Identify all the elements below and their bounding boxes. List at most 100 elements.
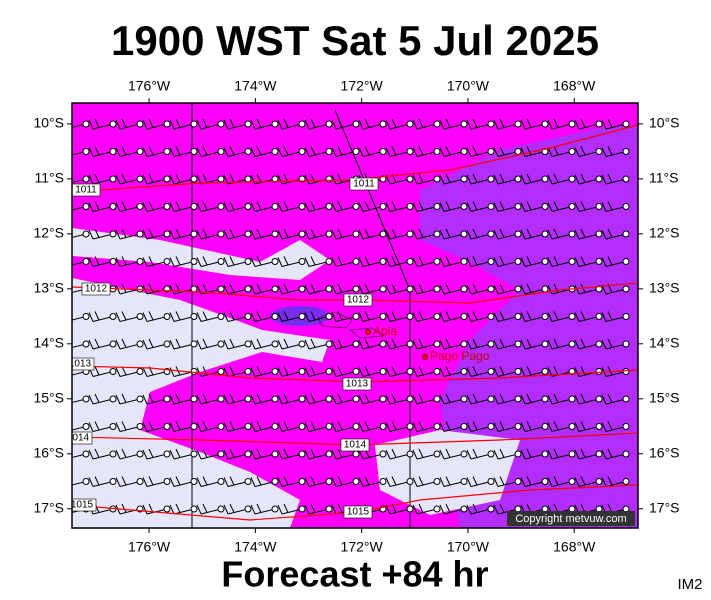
wind-station xyxy=(595,203,603,210)
wind-station xyxy=(163,423,171,430)
isobar-label: 1012 xyxy=(85,284,108,295)
wind-station xyxy=(460,395,468,403)
lon-label: 176°W xyxy=(128,78,171,94)
wind-station xyxy=(541,258,549,265)
wind-station xyxy=(82,203,90,210)
wind-station xyxy=(379,120,387,128)
wind-station xyxy=(514,450,522,458)
wind-station xyxy=(622,395,630,403)
wind-station xyxy=(244,395,252,403)
wind-station xyxy=(271,395,279,403)
wind-station xyxy=(271,478,279,485)
wind-station xyxy=(460,423,468,430)
wind-station xyxy=(163,230,171,238)
lon-label: 168°W xyxy=(553,78,596,94)
wind-station xyxy=(163,450,171,458)
wind-station xyxy=(244,230,252,238)
isobar-label-box xyxy=(81,282,111,296)
wind-station xyxy=(379,203,387,210)
wind-station xyxy=(460,258,468,265)
wind-station xyxy=(352,423,360,430)
wind-station xyxy=(541,450,549,458)
dry-area xyxy=(72,228,330,280)
wind-station xyxy=(217,285,225,293)
wind-station xyxy=(406,175,414,183)
wind-station xyxy=(298,450,306,458)
wind-station xyxy=(190,120,198,128)
wind-station xyxy=(568,148,576,155)
wind-station xyxy=(325,340,333,348)
wind-station xyxy=(352,368,360,375)
isobar-label-box xyxy=(72,498,97,512)
wind-station xyxy=(136,368,144,375)
wind-station xyxy=(406,120,414,128)
wind-station xyxy=(244,313,252,320)
lat-label: 14°S xyxy=(33,335,64,351)
place-dot xyxy=(422,354,428,360)
copyright-box xyxy=(507,511,635,526)
wind-station xyxy=(163,203,171,210)
wind-station xyxy=(541,230,549,238)
isobar-label: 1014 xyxy=(67,433,90,444)
wind-station xyxy=(379,478,387,485)
wind-station xyxy=(109,313,117,320)
place-name: Pago Pago xyxy=(430,349,490,363)
wind-station xyxy=(136,230,144,238)
wind-station xyxy=(406,423,414,430)
wind-station xyxy=(298,478,306,485)
wind-station xyxy=(514,395,522,403)
wind-station xyxy=(325,423,333,430)
wind-station xyxy=(487,450,495,458)
wind-station xyxy=(244,203,252,210)
wind-station xyxy=(460,505,468,513)
wind-station xyxy=(433,340,441,348)
wind-station xyxy=(163,478,171,485)
wind-station xyxy=(82,450,90,458)
wind-station xyxy=(487,313,495,320)
wind-station xyxy=(190,368,198,375)
wind-station xyxy=(109,230,117,238)
wind-station xyxy=(379,423,387,430)
wind-station xyxy=(217,230,225,238)
wind-station xyxy=(190,148,198,155)
wind-station xyxy=(352,285,360,293)
wind-station xyxy=(352,313,360,320)
wind-station xyxy=(298,230,306,238)
lon-label: 170°W xyxy=(447,539,490,555)
wind-station xyxy=(271,313,279,320)
wind-station xyxy=(190,175,198,183)
wind-station xyxy=(82,258,90,265)
lat-label: 14°S xyxy=(649,335,680,351)
dry-area xyxy=(72,278,330,528)
wind-station xyxy=(298,340,306,348)
wind-station xyxy=(190,258,198,265)
wind-station xyxy=(217,478,225,485)
wind-station xyxy=(163,340,171,348)
wind-station xyxy=(379,395,387,403)
wind-station xyxy=(325,230,333,238)
wind-station xyxy=(352,148,360,155)
wind-station xyxy=(595,450,603,458)
wind-station xyxy=(433,148,441,155)
wind-station xyxy=(514,175,522,183)
isobar-label: 1012 xyxy=(347,295,370,306)
wind-station xyxy=(217,148,225,155)
wind-station xyxy=(298,148,306,155)
wind-station xyxy=(487,340,495,348)
wind-station xyxy=(406,450,414,458)
wind-station xyxy=(271,120,279,128)
isobar-label-box xyxy=(349,177,379,191)
wind-station xyxy=(271,423,279,430)
wind-station xyxy=(487,148,495,155)
wind-station xyxy=(244,285,252,293)
wind-station xyxy=(595,395,603,403)
wind-station xyxy=(190,340,198,348)
wind-station xyxy=(298,423,306,430)
wind-station xyxy=(136,313,144,320)
lat-label: 11°S xyxy=(649,170,678,186)
wind-station xyxy=(325,120,333,128)
wind-station xyxy=(595,340,603,348)
wind-station xyxy=(460,120,468,128)
lat-label: 15°S xyxy=(649,389,680,405)
